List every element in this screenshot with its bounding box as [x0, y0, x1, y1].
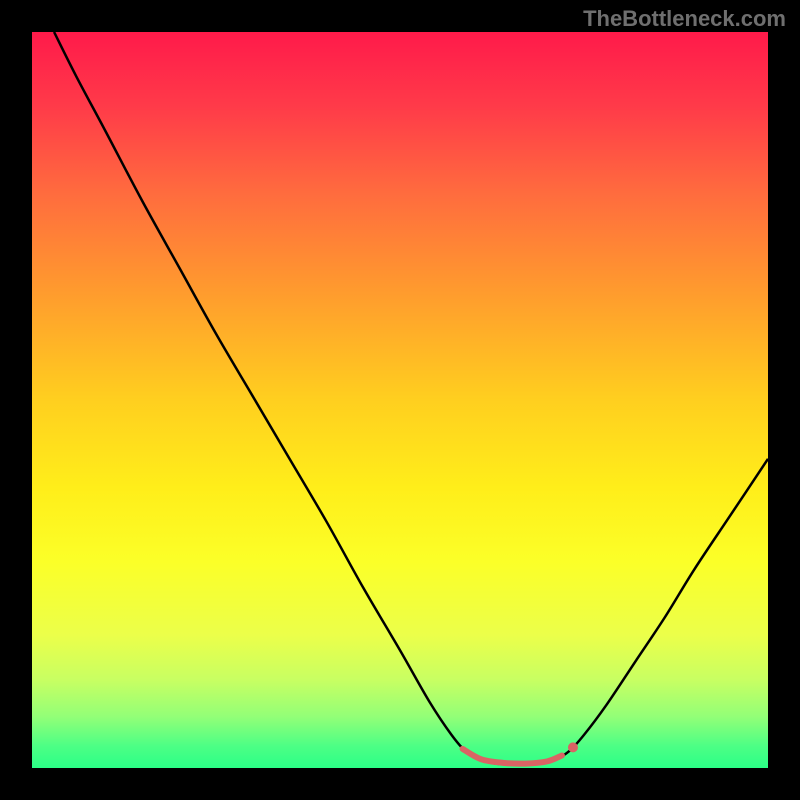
plot-area: [32, 32, 768, 768]
watermark-text: TheBottleneck.com: [583, 6, 786, 32]
flat-segment: [463, 749, 562, 764]
main-curve: [54, 32, 768, 764]
curve-layer: [32, 32, 768, 768]
stage: TheBottleneck.com: [0, 0, 800, 800]
end-marker: [568, 742, 578, 752]
